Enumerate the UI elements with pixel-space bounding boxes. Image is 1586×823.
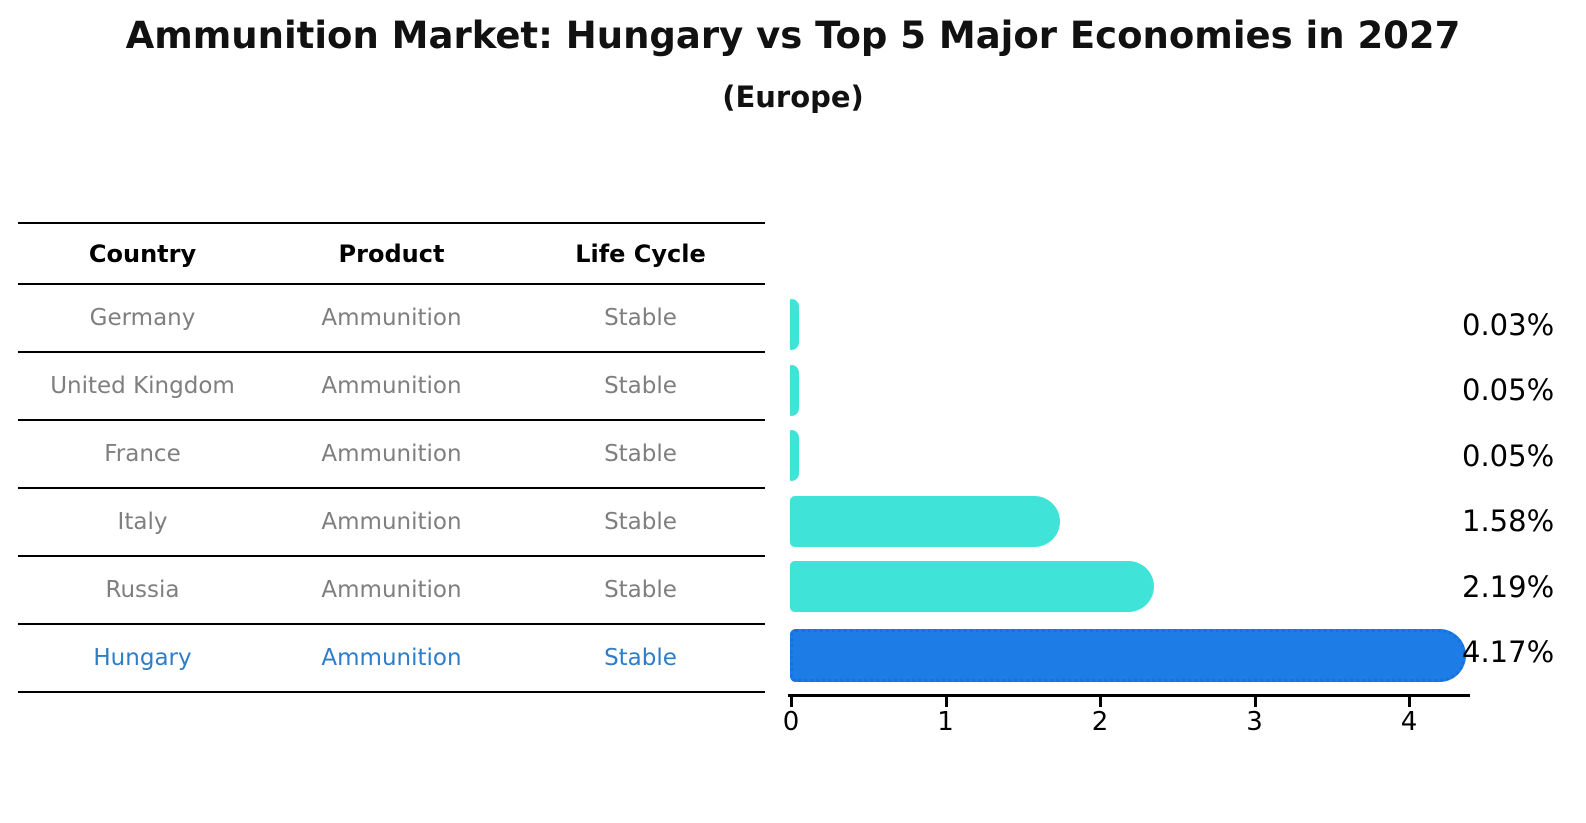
x-tick-label: 0 xyxy=(782,707,800,737)
column-header-product: Product xyxy=(338,239,445,268)
chart-subtitle: (Europe) xyxy=(722,80,864,114)
bar-germany xyxy=(790,299,799,350)
cell-lifecycle: Stable xyxy=(604,509,677,535)
value-label-united-kingdom: 0.05% xyxy=(1462,373,1555,407)
cell-product: Ammunition xyxy=(321,305,462,331)
table-row-hungary: Hungary Ammunition Stable xyxy=(18,625,765,693)
table-row-russia: Russia Ammunition Stable xyxy=(18,557,765,625)
bar-united-kingdom xyxy=(790,364,799,416)
cell-product: Ammunition xyxy=(321,577,462,603)
cell-lifecycle: Stable xyxy=(604,305,677,331)
cell-lifecycle: Stable xyxy=(604,577,677,603)
column-header-lifecycle: Life Cycle xyxy=(575,239,706,268)
table-row-germany: Germany Ammunition Stable xyxy=(18,285,765,353)
bar-russia xyxy=(790,561,1155,612)
cell-country: Germany xyxy=(89,305,196,331)
cell-country: United Kingdom xyxy=(50,373,235,399)
cell-product: Ammunition xyxy=(321,509,462,535)
value-label-hungary: 4.17% xyxy=(1462,635,1555,669)
x-tick-mark xyxy=(790,696,793,707)
x-tick-mark xyxy=(1253,696,1257,707)
value-label-italy: 1.58% xyxy=(1462,504,1555,538)
bar-italy xyxy=(790,495,1061,547)
table-header-row: Country Product Life Cycle xyxy=(18,222,765,285)
x-axis-line xyxy=(788,694,1470,697)
cell-country: France xyxy=(104,441,181,467)
column-header-country: Country xyxy=(88,239,197,268)
cell-product: Ammunition xyxy=(321,441,462,467)
cell-country: Italy xyxy=(117,509,168,535)
country-table: Country Product Life Cycle Germany Ammun… xyxy=(18,222,765,693)
x-tick-label: 1 xyxy=(937,707,954,737)
x-tick-mark xyxy=(944,696,948,707)
table-row-italy: Italy Ammunition Stable xyxy=(18,489,765,557)
x-tick-mark xyxy=(1408,696,1411,707)
value-label-germany: 0.03% xyxy=(1462,307,1555,342)
cell-lifecycle: Stable xyxy=(604,373,677,399)
table-row-united-kingdom: United Kingdom Ammunition Stable xyxy=(18,353,765,421)
x-tick-label: 4 xyxy=(1400,707,1418,737)
table-row-france: France Ammunition Stable xyxy=(18,421,765,489)
cell-lifecycle: Stable xyxy=(604,645,677,671)
value-label-france: 0.05% xyxy=(1462,438,1555,473)
value-label-russia: 2.19% xyxy=(1462,569,1555,604)
cell-product: Ammunition xyxy=(321,373,462,399)
chart-title: Ammunition Market: Hungary vs Top 5 Majo… xyxy=(125,14,1461,57)
x-tick-label: 3 xyxy=(1246,707,1263,737)
cell-country: Russia xyxy=(105,577,180,603)
cell-country: Hungary xyxy=(93,645,192,671)
x-tick-label: 2 xyxy=(1091,707,1109,737)
bar-hungary xyxy=(790,628,1467,682)
x-tick-mark xyxy=(1099,696,1102,707)
cell-product: Ammunition xyxy=(321,645,462,671)
cell-lifecycle: Stable xyxy=(604,441,677,467)
bar-france xyxy=(790,430,799,481)
